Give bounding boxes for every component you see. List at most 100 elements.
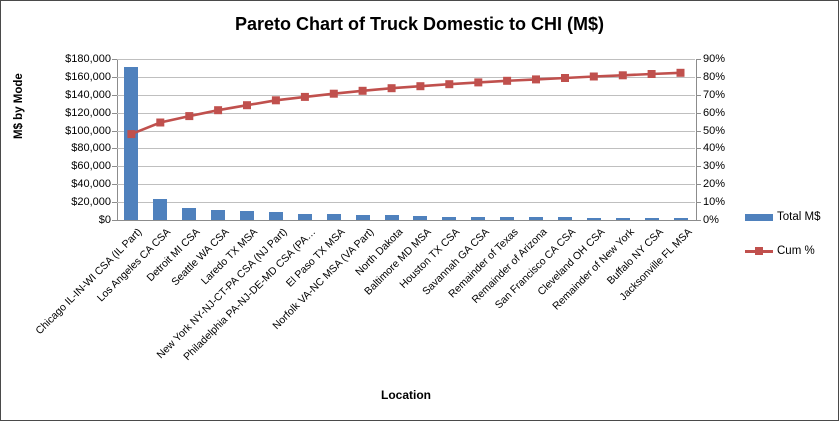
bar-16[interactable] — [558, 217, 572, 220]
bar-4[interactable] — [211, 210, 225, 220]
y-axis-tick-label: $80,000 — [71, 142, 111, 154]
cum-marker-15[interactable] — [532, 75, 540, 84]
y-axis-tick — [112, 77, 117, 78]
cum-marker-19[interactable] — [647, 70, 656, 78]
y-axis-tick-label: $0 — [98, 214, 111, 226]
plot-gridline — [117, 59, 695, 60]
cum-marker-17[interactable] — [589, 72, 598, 81]
right-axis-tick-label: 20% — [703, 178, 726, 190]
y-axis-tick — [112, 95, 117, 96]
bar-11[interactable] — [413, 216, 427, 220]
bar-6[interactable] — [269, 212, 283, 220]
bar-2[interactable] — [153, 199, 167, 220]
bar-10[interactable] — [385, 215, 399, 220]
legend-label-total: Total M$ — [777, 211, 821, 223]
y-axis-tick — [112, 220, 117, 221]
chart-title: Pareto Chart of Truck Domestic to CHI (M… — [234, 14, 605, 34]
x-axis-title: Location — [381, 388, 431, 402]
legend-line-swatch — [745, 246, 773, 256]
right-axis-tick — [696, 202, 701, 203]
cum-marker-16[interactable] — [561, 74, 569, 82]
right-axis-tick — [696, 166, 701, 167]
plot-gridline — [117, 166, 695, 167]
plot-gridline — [117, 202, 695, 203]
right-axis-tick-label: 40% — [703, 142, 726, 154]
y-axis-tick-label: $140,000 — [65, 89, 111, 101]
right-axis-tick — [696, 148, 701, 149]
cum-marker-5[interactable] — [243, 101, 251, 110]
right-axis-tick-label: 10% — [703, 196, 726, 208]
cum-marker-6[interactable] — [271, 96, 280, 105]
bar-3[interactable] — [182, 208, 196, 220]
cum-line[interactable] — [130, 71, 681, 136]
cum-marker-3[interactable] — [185, 112, 194, 121]
plot-gridline — [117, 77, 695, 78]
y-axis-tick — [112, 184, 117, 185]
cum-marker-18[interactable] — [618, 71, 627, 80]
plot-gridline — [117, 131, 695, 132]
bar-14[interactable] — [500, 217, 514, 220]
cum-marker-13[interactable] — [474, 78, 483, 87]
bar-12[interactable] — [442, 217, 456, 220]
bar-17[interactable] — [587, 218, 601, 220]
right-axis-tick-label: 80% — [703, 71, 726, 83]
bar-8[interactable] — [327, 214, 341, 220]
y-axis-tick — [112, 202, 117, 203]
cum-marker-7[interactable] — [300, 92, 309, 101]
cum-marker-12[interactable] — [445, 80, 454, 89]
legend: Total M$ Cum % — [745, 211, 837, 279]
bar-20[interactable] — [674, 218, 688, 220]
bar-1[interactable] — [124, 67, 138, 220]
cum-marker-2[interactable] — [156, 118, 165, 127]
y-axis-tick-label: $40,000 — [71, 178, 111, 190]
cum-marker-10[interactable] — [387, 84, 396, 93]
cum-marker-9[interactable] — [358, 86, 367, 95]
right-axis-tick — [696, 77, 701, 78]
y-axis-tick-label: $160,000 — [65, 71, 111, 83]
bar-9[interactable] — [356, 215, 370, 220]
bar-19[interactable] — [645, 218, 659, 220]
right-axis-tick-label: 0% — [703, 214, 719, 226]
plot-gridline — [117, 184, 695, 185]
right-axis-tick — [696, 184, 701, 185]
right-axis-tick — [696, 59, 701, 60]
right-axis-tick-label: 60% — [703, 107, 726, 119]
bar-18[interactable] — [616, 218, 630, 220]
plot-gridline — [117, 148, 695, 149]
y-axis-tick — [112, 166, 117, 167]
right-axis-tick-label: 70% — [703, 89, 726, 101]
y-axis-tick — [112, 131, 117, 132]
right-axis-tick — [696, 95, 701, 96]
cum-marker-11[interactable] — [416, 82, 425, 91]
plot-area — [117, 59, 697, 221]
y-axis-tick-label: $100,000 — [65, 125, 111, 137]
legend-item-cum[interactable]: Cum % — [745, 245, 837, 257]
plot-gridline — [117, 113, 695, 114]
y-axis-tick-label: $20,000 — [71, 196, 111, 208]
right-axis-tick-label: 30% — [703, 160, 726, 172]
right-axis-tick — [696, 113, 701, 114]
legend-item-total[interactable]: Total M$ — [745, 211, 837, 223]
cum-marker-1[interactable] — [127, 130, 136, 139]
y-axis-tick-label: $120,000 — [65, 107, 111, 119]
right-axis-tick — [696, 220, 701, 221]
y-axis-tick-label: $60,000 — [71, 160, 111, 172]
cum-marker-4[interactable] — [214, 106, 223, 115]
plot-gridline — [117, 95, 695, 96]
y-axis-tick — [112, 148, 117, 149]
cum-marker-14[interactable] — [503, 76, 512, 85]
bar-13[interactable] — [471, 217, 485, 220]
bar-7[interactable] — [298, 214, 312, 220]
bar-5[interactable] — [240, 211, 254, 220]
legend-bar-swatch — [745, 213, 773, 221]
legend-label-cum: Cum % — [777, 245, 815, 257]
cum-marker-8[interactable] — [329, 89, 338, 98]
right-axis-tick-label: 90% — [703, 53, 726, 65]
bar-15[interactable] — [529, 217, 543, 220]
right-axis-tick-label: 50% — [703, 125, 726, 137]
cum-marker-20[interactable] — [676, 68, 685, 77]
right-axis-tick — [696, 131, 701, 132]
y-axis-tick — [112, 59, 117, 60]
